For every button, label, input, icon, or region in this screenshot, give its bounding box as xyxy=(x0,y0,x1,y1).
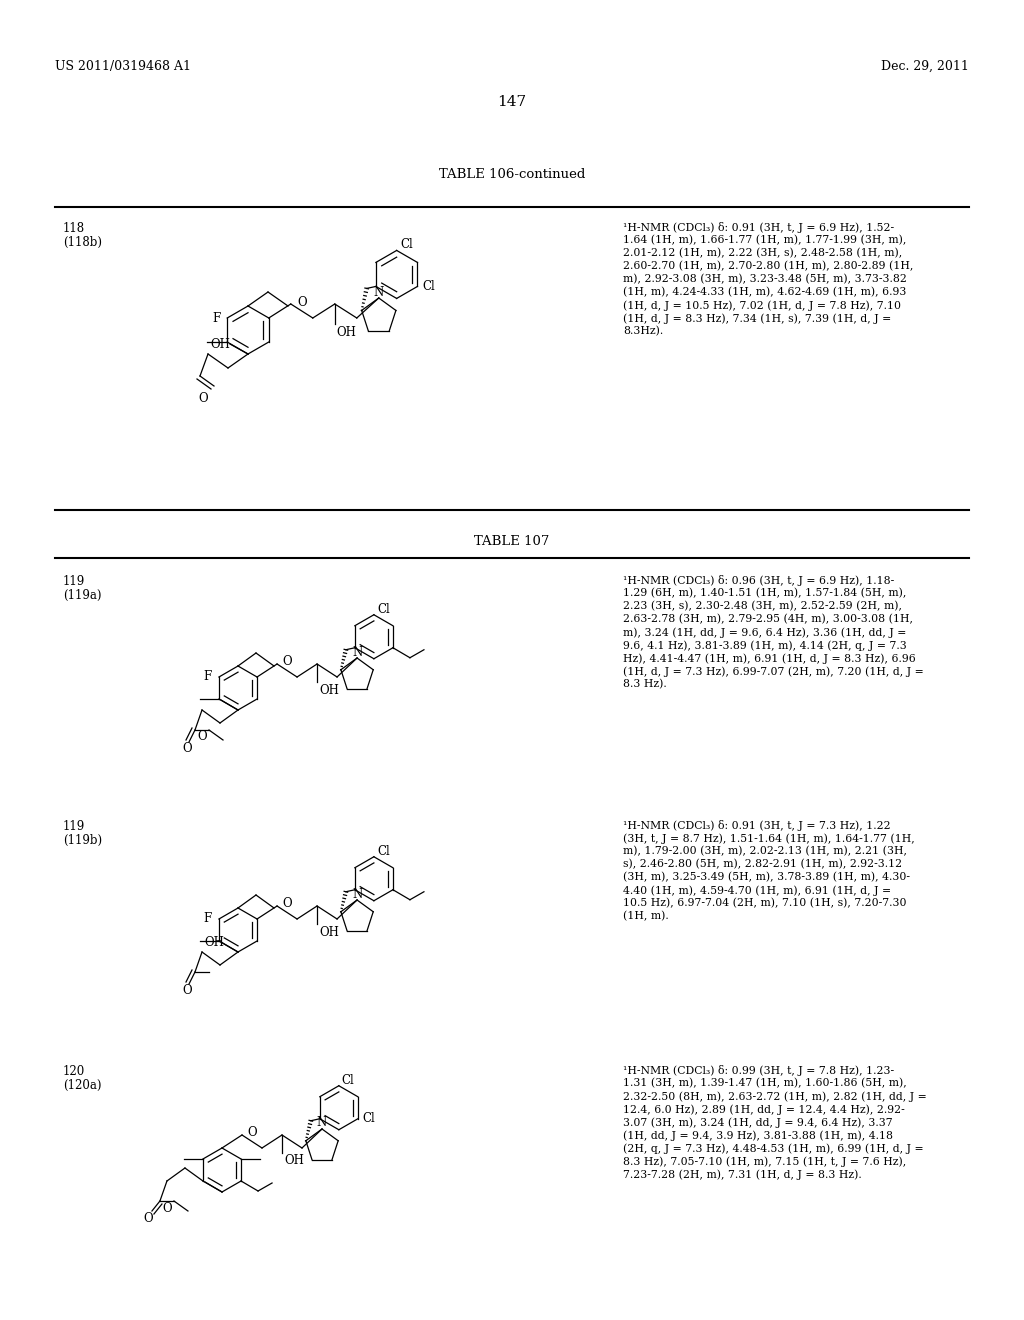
Text: 118: 118 xyxy=(63,222,85,235)
Text: 3.07 (3H, m), 3.24 (1H, dd, J = 9.4, 6.4 Hz), 3.37: 3.07 (3H, m), 3.24 (1H, dd, J = 9.4, 6.4… xyxy=(623,1117,893,1127)
Text: 1.31 (3H, m), 1.39-1.47 (1H, m), 1.60-1.86 (5H, m),: 1.31 (3H, m), 1.39-1.47 (1H, m), 1.60-1.… xyxy=(623,1078,906,1089)
Text: m), 1.79-2.00 (3H, m), 2.02-2.13 (1H, m), 2.21 (3H,: m), 1.79-2.00 (3H, m), 2.02-2.13 (1H, m)… xyxy=(623,846,907,857)
Text: O: O xyxy=(297,296,306,309)
Text: 8.3 Hz).: 8.3 Hz). xyxy=(623,678,667,689)
Text: (3H, m), 3.25-3.49 (5H, m), 3.78-3.89 (1H, m), 4.30-: (3H, m), 3.25-3.49 (5H, m), 3.78-3.89 (1… xyxy=(623,873,910,882)
Text: N: N xyxy=(316,1117,327,1130)
Text: 8.3Hz).: 8.3Hz). xyxy=(623,326,664,337)
Text: OH: OH xyxy=(319,925,339,939)
Text: (2H, q, J = 7.3 Hz), 4.48-4.53 (1H, m), 6.99 (1H, d, J =: (2H, q, J = 7.3 Hz), 4.48-4.53 (1H, m), … xyxy=(623,1143,924,1154)
Text: OH: OH xyxy=(319,684,339,697)
Text: O: O xyxy=(143,1212,153,1225)
Text: (1H, dd, J = 9.4, 3.9 Hz), 3.81-3.88 (1H, m), 4.18: (1H, dd, J = 9.4, 3.9 Hz), 3.81-3.88 (1H… xyxy=(623,1130,893,1140)
Text: (1H, m), 4.24-4.33 (1H, m), 4.62-4.69 (1H, m), 6.93: (1H, m), 4.24-4.33 (1H, m), 4.62-4.69 (1… xyxy=(623,286,906,297)
Text: OH: OH xyxy=(337,326,356,339)
Text: O: O xyxy=(283,655,292,668)
Text: 8.3 Hz), 7.05-7.10 (1H, m), 7.15 (1H, t, J = 7.6 Hz),: 8.3 Hz), 7.05-7.10 (1H, m), 7.15 (1H, t,… xyxy=(623,1156,906,1167)
Text: 7.23-7.28 (2H, m), 7.31 (1H, d, J = 8.3 Hz).: 7.23-7.28 (2H, m), 7.31 (1H, d, J = 8.3 … xyxy=(623,1170,862,1180)
Text: O: O xyxy=(162,1201,172,1214)
Text: Dec. 29, 2011: Dec. 29, 2011 xyxy=(881,59,969,73)
Text: 1.29 (6H, m), 1.40-1.51 (1H, m), 1.57-1.84 (5H, m),: 1.29 (6H, m), 1.40-1.51 (1H, m), 1.57-1.… xyxy=(623,587,906,598)
Text: 119: 119 xyxy=(63,576,85,587)
Text: 119: 119 xyxy=(63,820,85,833)
Text: (1H, d, J = 7.3 Hz), 6.99-7.07 (2H, m), 7.20 (1H, d, J =: (1H, d, J = 7.3 Hz), 6.99-7.07 (2H, m), … xyxy=(623,667,924,677)
Text: 2.23 (3H, s), 2.30-2.48 (3H, m), 2.52-2.59 (2H, m),: 2.23 (3H, s), 2.30-2.48 (3H, m), 2.52-2.… xyxy=(623,601,902,611)
Text: Cl: Cl xyxy=(342,1074,354,1088)
Text: O: O xyxy=(283,898,292,909)
Text: OH: OH xyxy=(284,1155,304,1167)
Text: N: N xyxy=(352,645,362,659)
Text: OH: OH xyxy=(210,338,229,351)
Text: TABLE 106-continued: TABLE 106-continued xyxy=(439,168,585,181)
Text: Cl: Cl xyxy=(377,845,390,858)
Text: 2.32-2.50 (8H, m), 2.63-2.72 (1H, m), 2.82 (1H, dd, J =: 2.32-2.50 (8H, m), 2.63-2.72 (1H, m), 2.… xyxy=(623,1092,927,1102)
Text: O: O xyxy=(182,985,191,998)
Text: (3H, t, J = 8.7 Hz), 1.51-1.64 (1H, m), 1.64-1.77 (1H,: (3H, t, J = 8.7 Hz), 1.51-1.64 (1H, m), … xyxy=(623,833,914,843)
Text: Hz), 4.41-4.47 (1H, m), 6.91 (1H, d, J = 8.3 Hz), 6.96: Hz), 4.41-4.47 (1H, m), 6.91 (1H, d, J =… xyxy=(623,653,915,664)
Text: O: O xyxy=(199,392,208,404)
Text: (120a): (120a) xyxy=(63,1078,101,1092)
Text: F: F xyxy=(204,912,212,925)
Text: 2.60-2.70 (1H, m), 2.70-2.80 (1H, m), 2.80-2.89 (1H,: 2.60-2.70 (1H, m), 2.70-2.80 (1H, m), 2.… xyxy=(623,261,913,272)
Text: (119a): (119a) xyxy=(63,589,101,602)
Text: (1H, d, J = 10.5 Hz), 7.02 (1H, d, J = 7.8 Hz), 7.10: (1H, d, J = 10.5 Hz), 7.02 (1H, d, J = 7… xyxy=(623,300,901,310)
Text: TABLE 107: TABLE 107 xyxy=(474,535,550,548)
Text: (119b): (119b) xyxy=(63,834,102,847)
Text: 120: 120 xyxy=(63,1065,85,1078)
Text: US 2011/0319468 A1: US 2011/0319468 A1 xyxy=(55,59,191,73)
Text: Cl: Cl xyxy=(400,238,414,251)
Text: m), 2.92-3.08 (3H, m), 3.23-3.48 (5H, m), 3.73-3.82: m), 2.92-3.08 (3H, m), 3.23-3.48 (5H, m)… xyxy=(623,275,907,284)
Text: 2.63-2.78 (3H, m), 2.79-2.95 (4H, m), 3.00-3.08 (1H,: 2.63-2.78 (3H, m), 2.79-2.95 (4H, m), 3.… xyxy=(623,614,913,624)
Text: ¹H-NMR (CDCl₃) δ: 0.91 (3H, t, J = 7.3 Hz), 1.22: ¹H-NMR (CDCl₃) δ: 0.91 (3H, t, J = 7.3 H… xyxy=(623,820,891,832)
Text: 147: 147 xyxy=(498,95,526,110)
Text: Cl: Cl xyxy=(423,280,435,293)
Text: N: N xyxy=(374,285,384,298)
Text: 2.01-2.12 (1H, m), 2.22 (3H, s), 2.48-2.58 (1H, m),: 2.01-2.12 (1H, m), 2.22 (3H, s), 2.48-2.… xyxy=(623,248,902,259)
Text: F: F xyxy=(212,312,220,325)
Text: ¹H-NMR (CDCl₃) δ: 0.91 (3H, t, J = 6.9 Hz), 1.52-: ¹H-NMR (CDCl₃) δ: 0.91 (3H, t, J = 6.9 H… xyxy=(623,222,894,234)
Text: ¹H-NMR (CDCl₃) δ: 0.99 (3H, t, J = 7.8 Hz), 1.23-: ¹H-NMR (CDCl₃) δ: 0.99 (3H, t, J = 7.8 H… xyxy=(623,1065,894,1076)
Text: m), 3.24 (1H, dd, J = 9.6, 6.4 Hz), 3.36 (1H, dd, J =: m), 3.24 (1H, dd, J = 9.6, 6.4 Hz), 3.36… xyxy=(623,627,906,638)
Text: s), 2.46-2.80 (5H, m), 2.82-2.91 (1H, m), 2.92-3.12: s), 2.46-2.80 (5H, m), 2.82-2.91 (1H, m)… xyxy=(623,859,902,870)
Text: 1.64 (1H, m), 1.66-1.77 (1H, m), 1.77-1.99 (3H, m),: 1.64 (1H, m), 1.66-1.77 (1H, m), 1.77-1.… xyxy=(623,235,906,246)
Text: 12.4, 6.0 Hz), 2.89 (1H, dd, J = 12.4, 4.4 Hz), 2.92-: 12.4, 6.0 Hz), 2.89 (1H, dd, J = 12.4, 4… xyxy=(623,1104,905,1114)
Text: F: F xyxy=(204,671,212,684)
Text: 10.5 Hz), 6.97-7.04 (2H, m), 7.10 (1H, s), 7.20-7.30: 10.5 Hz), 6.97-7.04 (2H, m), 7.10 (1H, s… xyxy=(623,898,906,908)
Text: (118b): (118b) xyxy=(63,236,102,249)
Text: O: O xyxy=(247,1126,257,1139)
Text: (1H, m).: (1H, m). xyxy=(623,911,669,921)
Text: N: N xyxy=(352,887,362,900)
Text: OH: OH xyxy=(204,936,224,949)
Text: (1H, d, J = 8.3 Hz), 7.34 (1H, s), 7.39 (1H, d, J =: (1H, d, J = 8.3 Hz), 7.34 (1H, s), 7.39 … xyxy=(623,313,891,323)
Text: Cl: Cl xyxy=(361,1113,375,1125)
Text: O: O xyxy=(198,730,207,743)
Text: 9.6, 4.1 Hz), 3.81-3.89 (1H, m), 4.14 (2H, q, J = 7.3: 9.6, 4.1 Hz), 3.81-3.89 (1H, m), 4.14 (2… xyxy=(623,640,906,651)
Text: O: O xyxy=(182,742,191,755)
Text: 4.40 (1H, m), 4.59-4.70 (1H, m), 6.91 (1H, d, J =: 4.40 (1H, m), 4.59-4.70 (1H, m), 6.91 (1… xyxy=(623,884,891,895)
Text: Cl: Cl xyxy=(377,603,390,616)
Text: ¹H-NMR (CDCl₃) δ: 0.96 (3H, t, J = 6.9 Hz), 1.18-: ¹H-NMR (CDCl₃) δ: 0.96 (3H, t, J = 6.9 H… xyxy=(623,576,894,586)
